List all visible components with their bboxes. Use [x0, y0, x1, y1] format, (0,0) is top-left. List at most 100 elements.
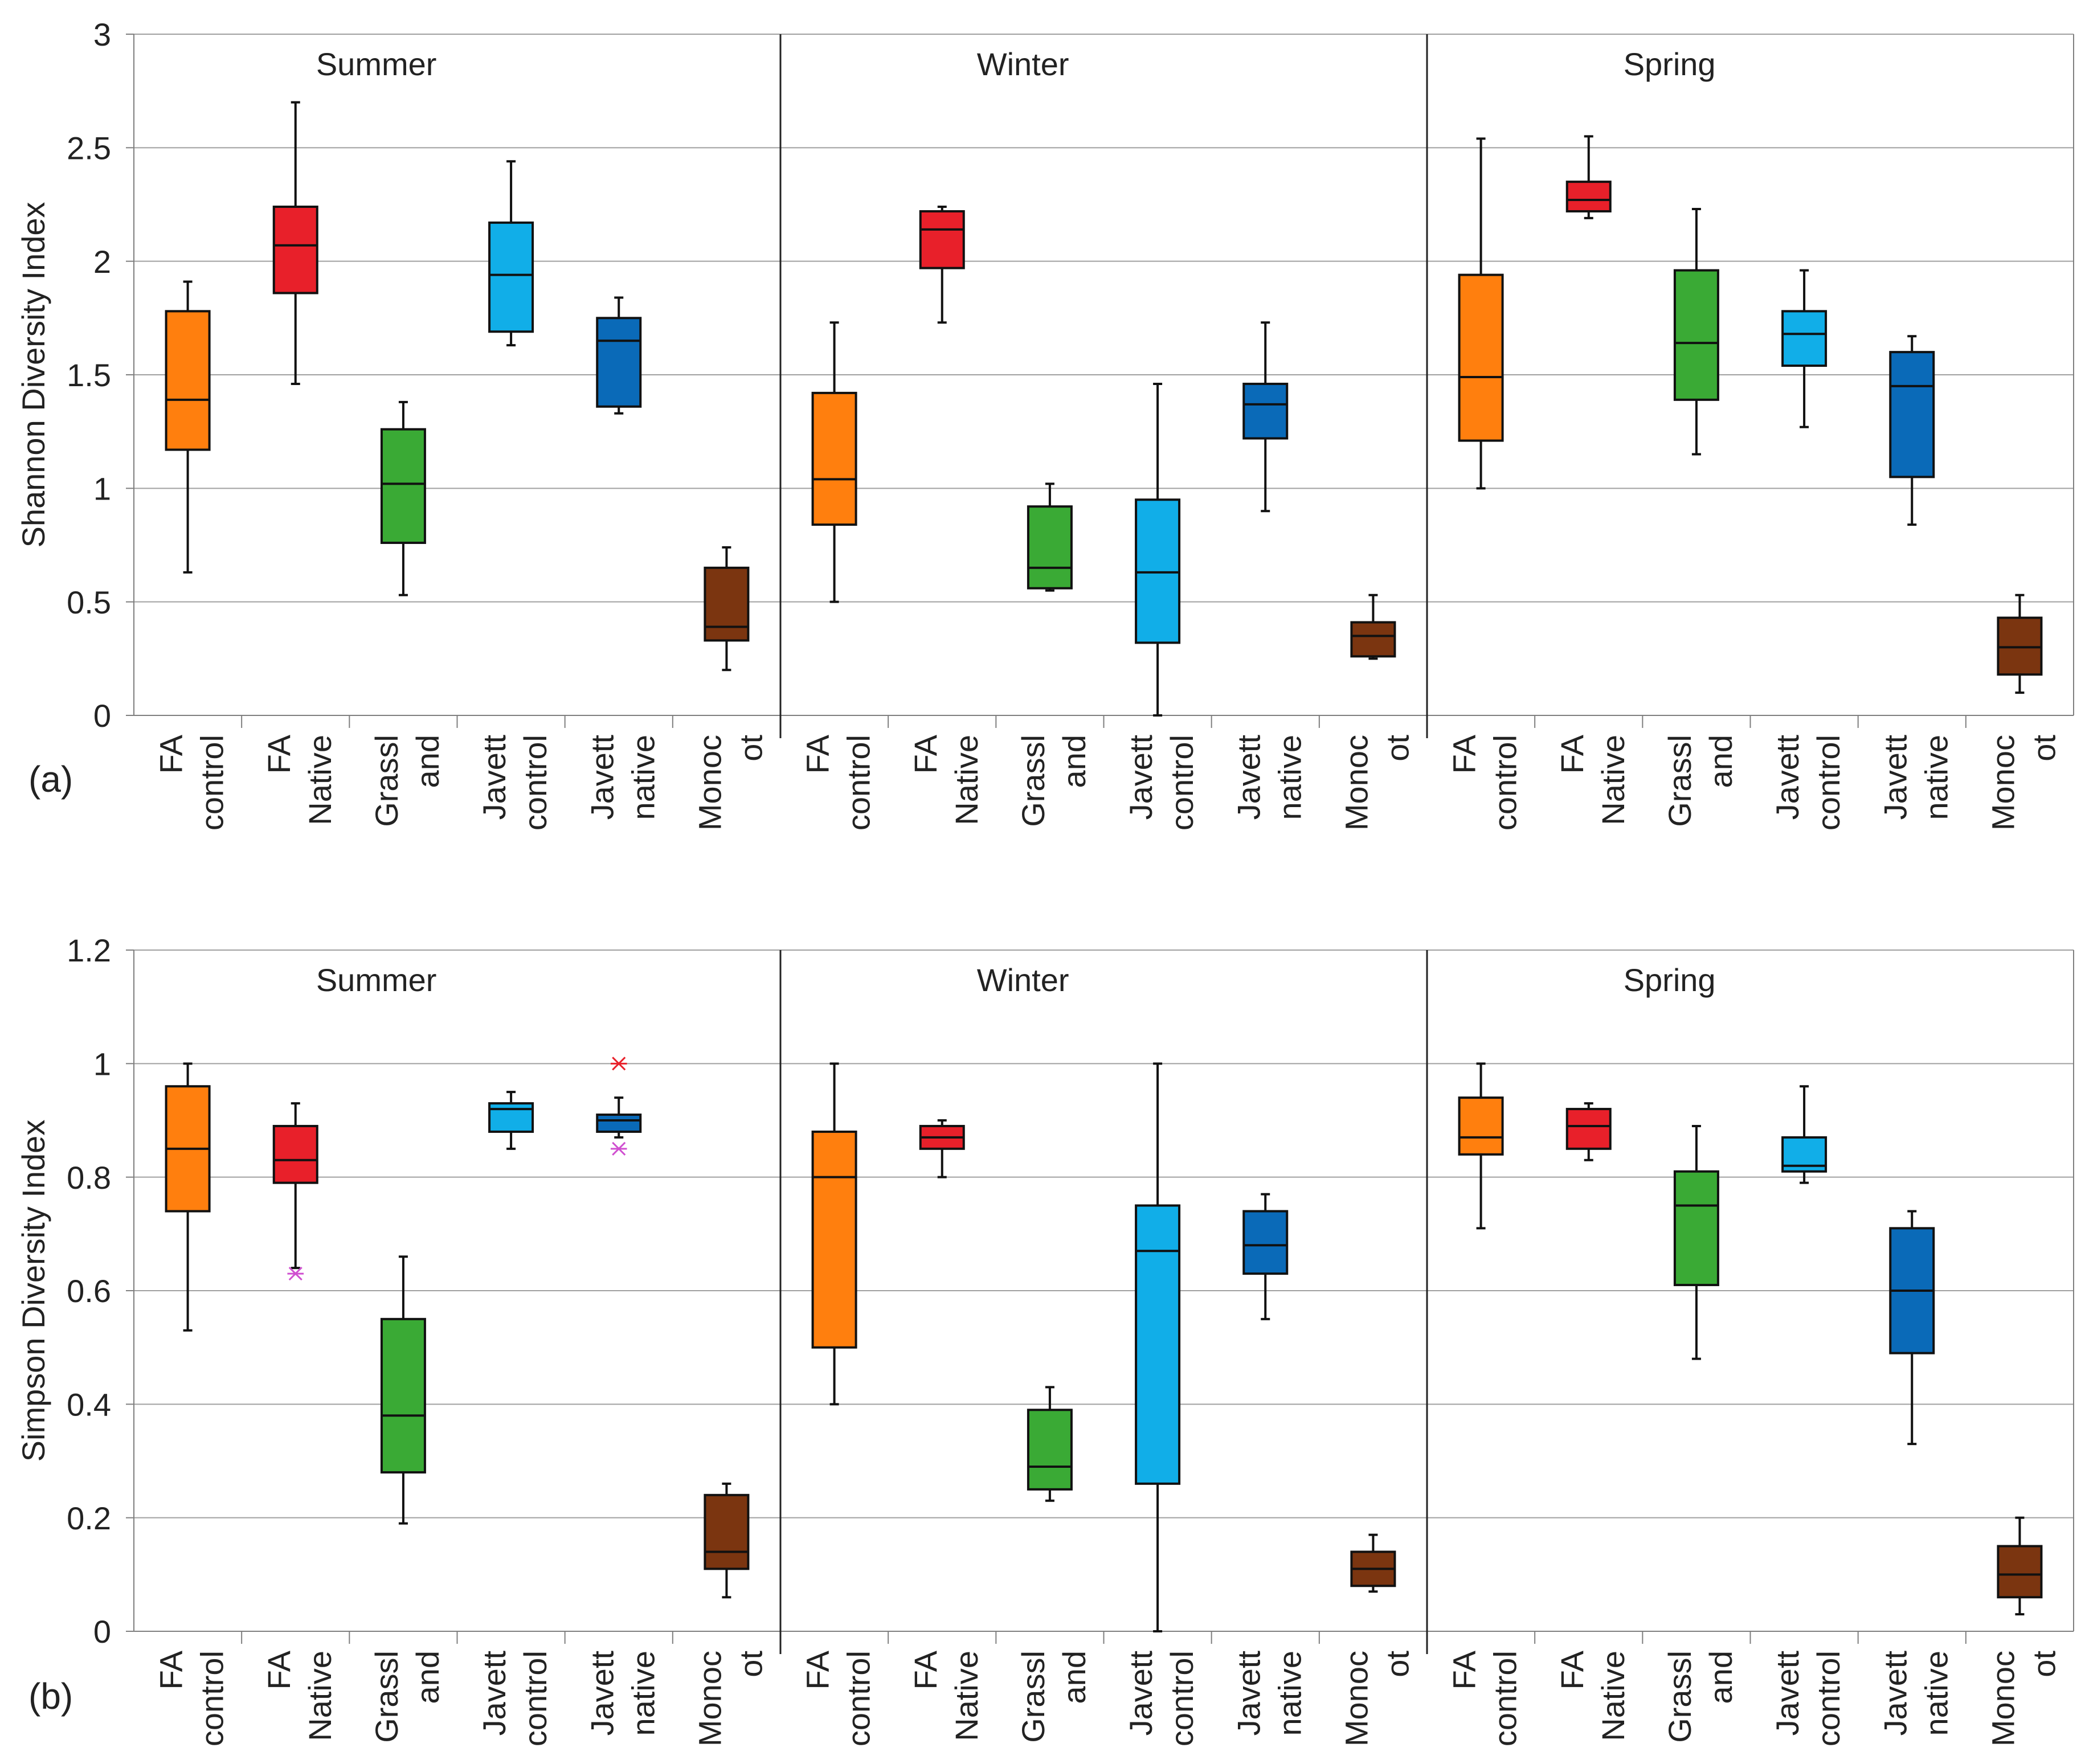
season-title: Summer — [316, 46, 437, 82]
box-grassland: Grassl and — [1642, 1124, 1739, 1743]
box-body — [165, 310, 211, 451]
box-fa-native: FA Native — [888, 205, 984, 825]
y-tick-label: 2.5 — [67, 130, 111, 166]
box-fa-native: FA Native — [888, 1119, 984, 1741]
y-axis-label: Shannon Diversity Index — [15, 202, 51, 547]
x-tick-label-line: control — [1810, 1651, 1846, 1746]
x-tick-label-line: Grassl — [1015, 1651, 1051, 1743]
x-tick-label-line: Javett — [476, 1651, 512, 1736]
box-body — [704, 1493, 750, 1570]
x-tick-label-line: ot — [1379, 1651, 1415, 1677]
box-body — [380, 1317, 426, 1474]
x-tick-label: Javett control — [1123, 735, 1200, 831]
x-tick-label-line: ot — [2026, 1651, 2062, 1677]
x-tick-label: Grassl and — [369, 1651, 445, 1743]
season-title: Winter — [977, 962, 1069, 998]
box-body — [380, 428, 426, 545]
x-tick-label-line: control — [517, 735, 553, 830]
x-tick-label: Grassl and — [1015, 735, 1092, 827]
y-tick-label: 0.6 — [67, 1273, 111, 1309]
x-tick-label: Javett native — [1230, 735, 1307, 820]
x-tick-label: Javett control — [1769, 735, 1846, 831]
x-tick-label: Grassl and — [1015, 1651, 1092, 1743]
x-tick-label: FA Native — [907, 1650, 984, 1741]
box-monocot: Monoc ot — [672, 1482, 768, 1746]
x-tick-label: Monoc ot — [1338, 735, 1415, 831]
box-body — [1565, 181, 1612, 212]
x-tick-label-line: ot — [2026, 735, 2062, 762]
box-monocot: Monoc ot — [1965, 594, 2062, 830]
box-body — [1027, 505, 1073, 590]
box-body — [811, 391, 857, 526]
box-body — [919, 210, 965, 269]
box-body — [704, 566, 750, 642]
x-tick-label: Javett native — [584, 1651, 661, 1736]
x-tick-label: FA Native — [261, 734, 338, 825]
box-fa-native: FA Native — [1534, 1102, 1631, 1741]
x-tick-label: Javett control — [1123, 1651, 1200, 1747]
x-tick-label-line: control — [1487, 735, 1523, 830]
box-monocot: Monoc ot — [1318, 594, 1415, 831]
box-javett-native: Javett native — [564, 1057, 661, 1736]
x-tick-label-line: Native — [302, 1651, 338, 1741]
x-tick-label-line: control — [1487, 1651, 1523, 1746]
y-tick-label: 1 — [93, 1046, 111, 1082]
box-javett-control: Javett control — [1749, 1085, 1846, 1747]
box-body — [1889, 351, 1935, 478]
x-tick-label-line: Javett — [584, 735, 620, 820]
x-tick-label: Javett control — [1769, 1651, 1846, 1747]
x-tick-label-line: control — [194, 735, 230, 830]
panel-b: 0 0.2 0.4 0.6 0.8 1 1.2 Simpson Diversity Index… — [15, 932, 2074, 1746]
y-tick-label: 0 — [93, 1614, 111, 1650]
x-tick-label-line: FA — [1446, 1650, 1482, 1689]
x-tick-label-line: Javett — [1769, 735, 1805, 820]
x-tick-label-line: control — [1164, 1651, 1200, 1746]
box-fa-control: FA control — [800, 1062, 877, 1746]
x-tick-label: FA Native — [1554, 734, 1631, 825]
x-tick-label-line: native — [1272, 1651, 1307, 1736]
box-javett-control: Javett control — [1103, 1062, 1200, 1747]
x-tick-label-line: and — [1703, 735, 1739, 788]
box-body — [1242, 1210, 1289, 1275]
x-tick-label: Grassl and — [369, 735, 445, 827]
x-tick-label-line: Grassl — [1662, 1651, 1698, 1743]
outlier-marker — [287, 1267, 304, 1281]
box-javett-native: Javett native — [1857, 1210, 1954, 1736]
season-title: Summer — [316, 962, 437, 998]
x-tick-label-line: control — [841, 735, 877, 830]
box-body — [1565, 1108, 1612, 1150]
outlier-marker — [610, 1141, 627, 1156]
x-tick-label-line: ot — [733, 1651, 768, 1677]
x-tick-label: FA control — [800, 734, 877, 830]
x-tick-label-line: and — [1703, 1651, 1739, 1704]
box-fa-control: FA control — [153, 280, 230, 830]
y-tick-label: 3 — [93, 17, 111, 52]
x-tick-label-line: Native — [949, 735, 984, 825]
x-tick-label-line: FA — [261, 734, 297, 773]
y-tick-label: 1 — [93, 470, 111, 506]
x-tick-label-line: Monoc — [1985, 1651, 2021, 1746]
box-body — [1458, 273, 1504, 442]
x-tick-label: Grassl and — [1662, 735, 1739, 827]
x-tick-label: Javett native — [1230, 1651, 1307, 1736]
x-tick-label-line: Javett — [1230, 1651, 1266, 1736]
x-tick-label-line: Javett — [1769, 1651, 1805, 1736]
box-javett-control: Javett control — [456, 160, 553, 830]
box-grassland: Grassl and — [349, 400, 445, 827]
x-tick-label-line: Monoc — [1338, 1651, 1374, 1746]
box-fa-control: FA control — [1446, 137, 1523, 830]
x-tick-label-line: and — [1056, 1651, 1092, 1704]
x-tick-label-line: control — [194, 1651, 230, 1746]
x-tick-label: Monoc ot — [1338, 1651, 1415, 1747]
x-tick-label-line: FA — [1554, 734, 1590, 773]
x-tick-label-line: native — [1918, 1651, 1954, 1736]
y-tick-label: 1.5 — [67, 357, 111, 393]
x-tick-label-line: FA — [153, 734, 189, 773]
x-tick-label-line: FA — [907, 734, 943, 773]
box-fa-native: FA Native — [241, 101, 338, 825]
x-tick-label-line: and — [410, 735, 445, 788]
